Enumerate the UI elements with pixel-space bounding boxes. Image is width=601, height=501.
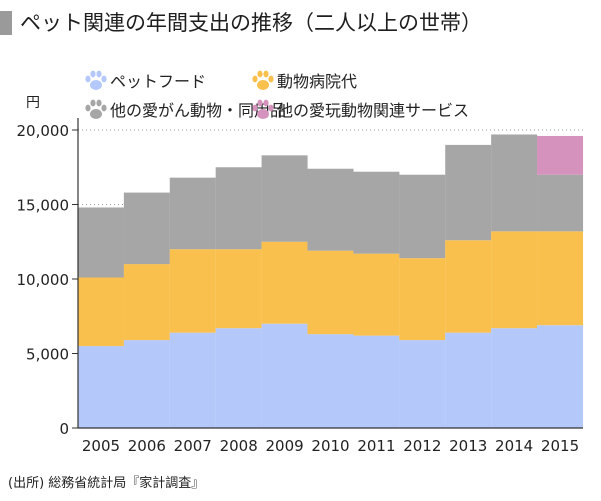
bar-segment-2013-series-0 — [445, 333, 491, 428]
bar-segment-2009-series-1 — [262, 242, 308, 324]
x-tick-label: 2005 — [82, 437, 120, 455]
bar-segment-2011-series-2 — [353, 172, 399, 254]
x-tick-label: 2014 — [495, 437, 533, 455]
x-tick-label: 2015 — [541, 437, 579, 455]
paw-icon — [85, 71, 106, 90]
bar-segment-2006-series-0 — [124, 340, 170, 428]
bar-segment-2014-series-2 — [491, 134, 537, 231]
legend-label: 動物病院代 — [277, 72, 357, 91]
bar-segment-2008-series-1 — [216, 249, 262, 328]
paw-icon — [252, 71, 273, 90]
bar-segment-2007-series-2 — [170, 178, 216, 250]
legend-label: ペットフード — [110, 72, 206, 91]
y-tick-label: 10,000 — [17, 271, 70, 289]
bar-segment-2015-series-3 — [537, 136, 583, 175]
bar-segment-2013-series-1 — [445, 240, 491, 332]
y-tick-label: 20,000 — [17, 122, 70, 140]
bar-segment-2007-series-0 — [170, 333, 216, 428]
bar-segment-2012-series-0 — [399, 340, 445, 428]
bar-segment-2011-series-0 — [353, 336, 399, 428]
legend-item-3: 他の愛玩動物関連サービス — [252, 100, 469, 120]
bar-segment-2008-series-2 — [216, 167, 262, 249]
x-tick-label: 2007 — [174, 437, 212, 455]
x-tick-label: 2013 — [449, 437, 487, 455]
bar-segment-2005-series-0 — [78, 346, 124, 428]
bar-segment-2015-series-1 — [537, 231, 583, 325]
bar-segment-2012-series-2 — [399, 175, 445, 258]
x-tick-label: 2010 — [311, 437, 349, 455]
y-axis-label: 円 — [26, 95, 40, 111]
bar-segment-2009-series-0 — [262, 324, 308, 428]
bar-segment-2014-series-1 — [491, 231, 537, 328]
bar-segment-2005-series-1 — [78, 278, 124, 347]
x-tick-label: 2008 — [220, 437, 258, 455]
bar-segment-2010-series-1 — [308, 251, 354, 334]
bar-segment-2005-series-2 — [78, 207, 124, 277]
bar-segment-2011-series-1 — [353, 254, 399, 336]
y-tick-label: 0 — [59, 420, 69, 438]
source-note: (出所) 総務省統計局『家計調査』 — [8, 472, 204, 491]
bar-segment-2015-series-2 — [537, 175, 583, 232]
bars — [78, 134, 583, 428]
bar-segment-2007-series-1 — [170, 249, 216, 332]
bar-segment-2012-series-1 — [399, 258, 445, 340]
x-tick-label: 2011 — [357, 437, 395, 455]
x-tick-label: 2012 — [403, 437, 441, 455]
bar-segment-2008-series-0 — [216, 328, 262, 428]
legend-item-1: 動物病院代 — [252, 71, 357, 91]
y-tick-label: 15,000 — [17, 197, 70, 215]
y-tick-label: 5,000 — [26, 346, 69, 364]
bar-segment-2014-series-0 — [491, 328, 537, 428]
paw-icon — [85, 100, 106, 119]
bar-segment-2015-series-0 — [537, 325, 583, 428]
x-tick-label: 2006 — [128, 437, 166, 455]
legend-label: 他の愛玩動物関連サービス — [277, 101, 469, 120]
x-tick-label: 2009 — [265, 437, 303, 455]
bar-segment-2009-series-2 — [262, 155, 308, 241]
legend-item-0: ペットフード — [85, 71, 206, 91]
stacked-bar-chart: 0 5,000 10,000 15,000 20,000 円 2005 2006 2007 200… — [0, 0, 601, 470]
bar-segment-2010-series-0 — [308, 334, 354, 428]
bar-segment-2013-series-2 — [445, 145, 491, 240]
bar-segment-2006-series-1 — [124, 264, 170, 340]
bar-segment-2006-series-2 — [124, 193, 170, 265]
bar-segment-2010-series-2 — [308, 169, 354, 251]
